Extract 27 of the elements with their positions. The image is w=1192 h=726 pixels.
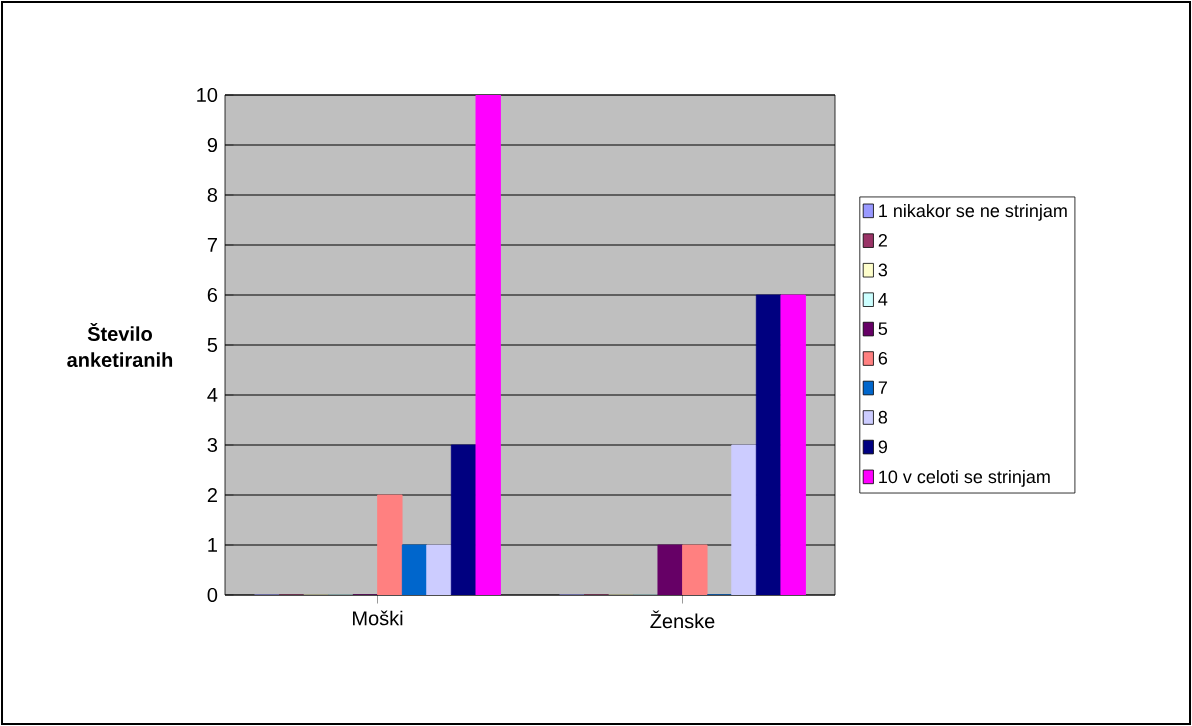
x-tick-label: Ženske	[650, 610, 715, 629]
legend-label: 9	[878, 440, 887, 454]
bar	[426, 544, 452, 595]
legend-label: 4	[878, 293, 888, 306]
y-tick-label: 5	[207, 338, 218, 352]
y-tick-label: 6	[207, 287, 218, 303]
y-tick-label: 4	[207, 388, 218, 402]
y-tick-label: 8	[207, 187, 218, 203]
legend-label: 3	[878, 263, 888, 277]
legend-label: 5	[878, 322, 888, 336]
legend-label: 6	[878, 351, 888, 365]
bar	[731, 444, 757, 595]
y-tick-label: 7	[207, 238, 217, 252]
y-tick-label: 10	[197, 87, 218, 103]
y-tick-label: 9	[207, 137, 218, 153]
y-axis-title: Število anketiranih	[67, 322, 173, 368]
y-tick-label: 3	[207, 437, 218, 453]
y-tick-label: 0	[207, 587, 218, 603]
legend-label: 10 v celoti se strinjam	[879, 469, 1050, 487]
legend-label: 8	[878, 410, 888, 424]
y-tick-label: 1	[208, 538, 217, 552]
legend-label: 1 nikakor se ne strinjam	[879, 203, 1067, 221]
legend-label: 2	[878, 233, 887, 247]
legend-label: 7	[878, 381, 887, 394]
y-tick-label: 2	[207, 488, 217, 502]
x-tick-label: Moški	[353, 610, 403, 626]
bar	[401, 544, 428, 595]
